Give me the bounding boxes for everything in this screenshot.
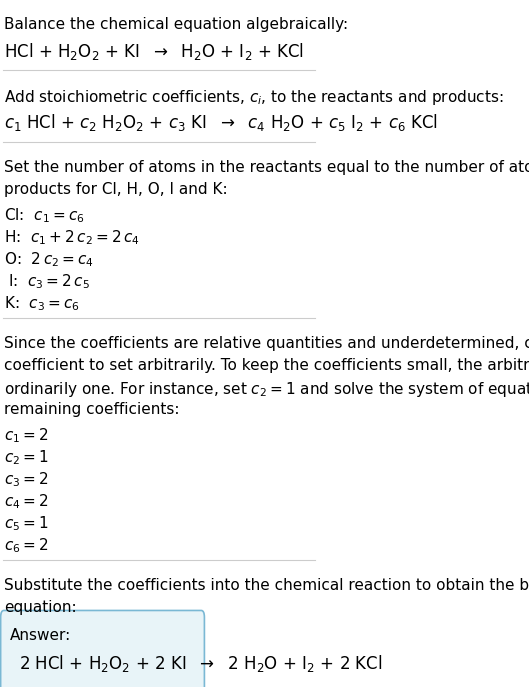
Text: products for Cl, H, O, I and K:: products for Cl, H, O, I and K: [4, 182, 227, 197]
Text: Balance the chemical equation algebraically:: Balance the chemical equation algebraica… [4, 17, 348, 32]
Text: Substitute the coefficients into the chemical reaction to obtain the balanced: Substitute the coefficients into the che… [4, 578, 529, 593]
Text: Cl:  $c_1 = c_6$: Cl: $c_1 = c_6$ [4, 206, 85, 225]
Text: $c_2 = 1$: $c_2 = 1$ [4, 448, 49, 466]
Text: HCl + H$_2$O$_2$ + KI  $\rightarrow$  H$_2$O + I$_2$ + KCl: HCl + H$_2$O$_2$ + KI $\rightarrow$ H$_2… [4, 41, 304, 63]
Text: $c_1 = 2$: $c_1 = 2$ [4, 426, 48, 444]
Text: Answer:: Answer: [10, 629, 71, 643]
Text: I:  $c_3 = 2\,c_5$: I: $c_3 = 2\,c_5$ [8, 272, 90, 291]
Text: O:  $2\,c_2 = c_4$: O: $2\,c_2 = c_4$ [4, 250, 94, 269]
Text: remaining coefficients:: remaining coefficients: [4, 402, 179, 417]
Text: Since the coefficients are relative quantities and underdetermined, choose a: Since the coefficients are relative quan… [4, 336, 529, 351]
Text: $c_4 = 2$: $c_4 = 2$ [4, 492, 48, 510]
Text: $c_5 = 1$: $c_5 = 1$ [4, 514, 49, 532]
Text: equation:: equation: [4, 600, 77, 615]
Text: $c_3 = 2$: $c_3 = 2$ [4, 470, 48, 488]
Text: coefficient to set arbitrarily. To keep the coefficients small, the arbitrary va: coefficient to set arbitrarily. To keep … [4, 358, 529, 373]
Text: H:  $c_1 + 2\,c_2 = 2\,c_4$: H: $c_1 + 2\,c_2 = 2\,c_4$ [4, 228, 140, 247]
Text: 2 HCl + H$_2$O$_2$ + 2 KI  $\rightarrow$  2 H$_2$O + I$_2$ + 2 KCl: 2 HCl + H$_2$O$_2$ + 2 KI $\rightarrow$ … [19, 653, 382, 673]
Text: Add stoichiometric coefficients, $c_i$, to the reactants and products:: Add stoichiometric coefficients, $c_i$, … [4, 87, 504, 106]
FancyBboxPatch shape [1, 611, 204, 687]
Text: $c_6 = 2$: $c_6 = 2$ [4, 536, 48, 554]
Text: Set the number of atoms in the reactants equal to the number of atoms in the: Set the number of atoms in the reactants… [4, 160, 529, 175]
Text: $c_1$ HCl + $c_2$ H$_2$O$_2$ + $c_3$ KI  $\rightarrow$  $c_4$ H$_2$O + $c_5$ I$_: $c_1$ HCl + $c_2$ H$_2$O$_2$ + $c_3$ KI … [4, 112, 438, 133]
Text: ordinarily one. For instance, set $c_2 = 1$ and solve the system of equations fo: ordinarily one. For instance, set $c_2 =… [4, 380, 529, 399]
Text: K:  $c_3 = c_6$: K: $c_3 = c_6$ [4, 294, 79, 313]
